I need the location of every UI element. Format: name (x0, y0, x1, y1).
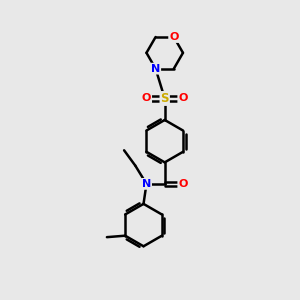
Text: N: N (151, 64, 160, 74)
Text: N: N (142, 179, 151, 189)
Text: O: O (142, 94, 151, 103)
Text: O: O (178, 179, 188, 189)
Text: S: S (160, 92, 169, 105)
Text: O: O (178, 94, 188, 103)
Text: O: O (169, 32, 178, 42)
